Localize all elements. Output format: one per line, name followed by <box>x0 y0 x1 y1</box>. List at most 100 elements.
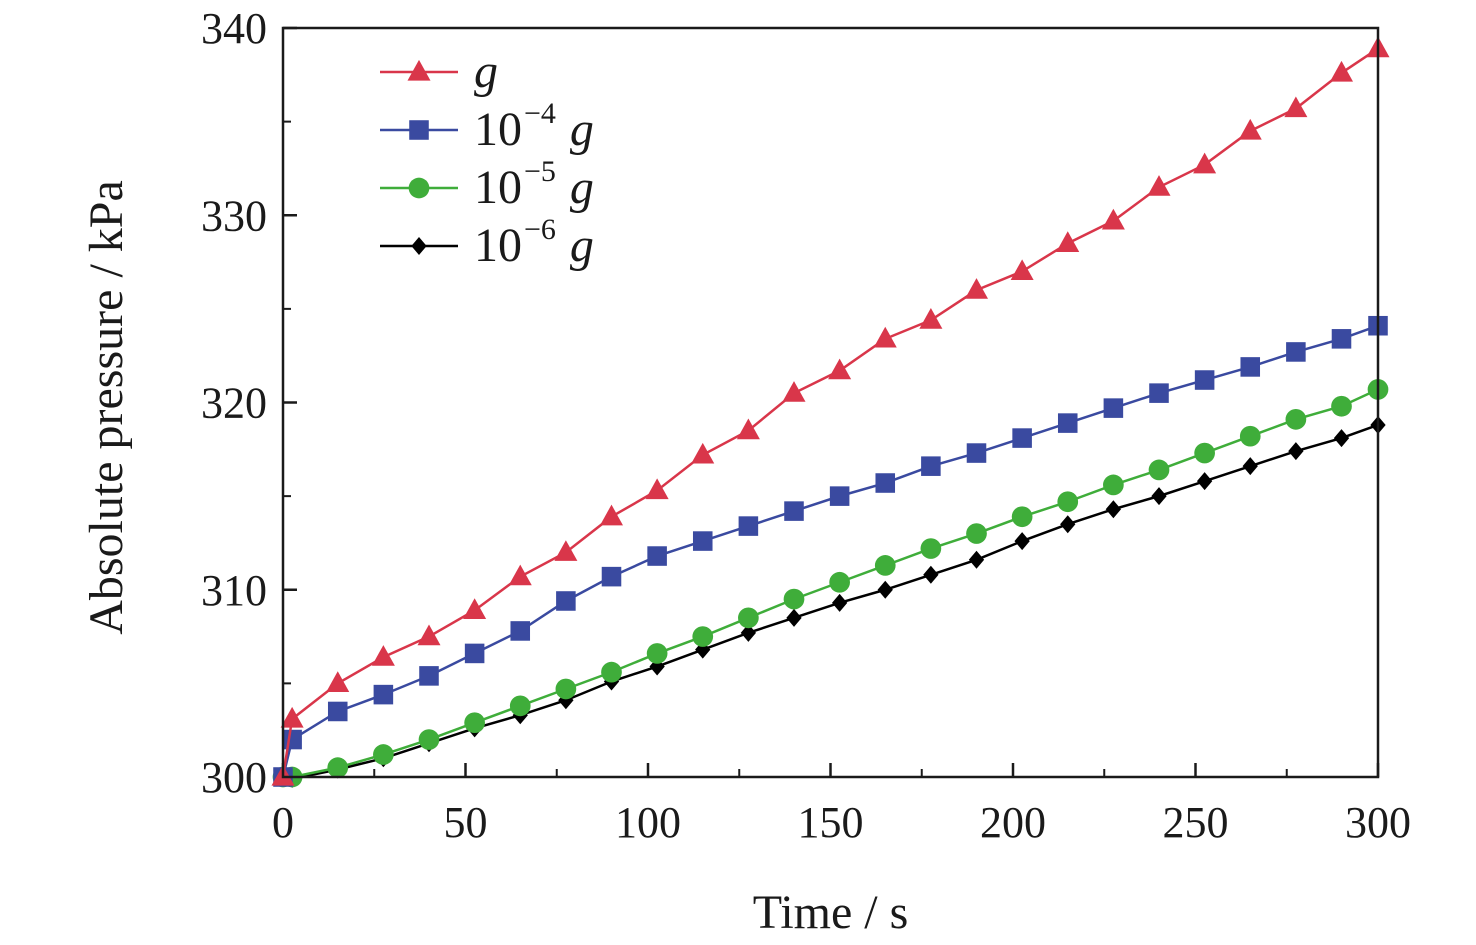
data-point <box>919 308 943 329</box>
data-point <box>509 695 531 717</box>
data-point <box>1238 118 1262 140</box>
data-point <box>327 757 349 778</box>
legend-base: 10 <box>474 161 522 214</box>
data-point <box>418 729 440 750</box>
data-point <box>326 671 350 692</box>
legend-marker <box>407 59 431 81</box>
data-point <box>1057 491 1079 513</box>
data-point <box>966 523 987 544</box>
data-point <box>646 643 668 664</box>
data-point <box>692 531 713 551</box>
data-point <box>873 326 897 348</box>
data-point <box>1331 329 1352 349</box>
data-point <box>828 358 852 380</box>
data-point <box>1194 442 1215 464</box>
x-tick-label: 300 <box>1345 798 1411 847</box>
data-point <box>282 729 302 750</box>
legend-exponent: −4 <box>524 97 556 130</box>
data-point <box>1194 370 1215 390</box>
legend-exponent: −5 <box>524 155 556 188</box>
y-tick-label: 330 <box>201 191 267 240</box>
data-point <box>464 643 485 664</box>
data-point <box>1196 472 1213 491</box>
data-point <box>554 540 578 561</box>
legend-g: g <box>570 103 594 156</box>
data-point <box>1011 506 1033 528</box>
series-square <box>273 315 1388 787</box>
data-point <box>1060 515 1076 534</box>
legend-base: 10 <box>474 103 522 156</box>
data-point <box>601 661 622 683</box>
x-tick-label: 150 <box>798 798 864 847</box>
data-point <box>1148 459 1170 481</box>
data-point <box>1057 413 1078 433</box>
x-tick-label: 50 <box>444 798 488 847</box>
data-point <box>1242 457 1258 476</box>
data-point <box>1286 342 1306 362</box>
legend-label: g <box>474 45 498 98</box>
y-tick-label: 320 <box>201 379 267 428</box>
legend-marker <box>411 237 427 255</box>
data-point <box>647 546 667 566</box>
data-point <box>1239 425 1261 447</box>
data-point <box>877 580 893 599</box>
series-diamond <box>275 415 1386 788</box>
series-line <box>281 324 1379 778</box>
data-point <box>1103 474 1124 496</box>
data-point <box>920 538 942 559</box>
legend-marker <box>408 177 430 199</box>
data-point <box>968 550 985 569</box>
data-point <box>645 478 669 500</box>
y-axis-title: Absolute pressure / kPa <box>80 180 133 635</box>
data-point <box>1285 409 1307 430</box>
minor-ticks <box>283 120 1288 777</box>
data-point <box>786 608 802 627</box>
legend-label: 10−4 g <box>474 97 594 156</box>
x-axis-title: Time / s <box>753 886 909 939</box>
data-point <box>1284 96 1308 118</box>
y-tick-label: 340 <box>201 4 267 53</box>
data-point <box>738 607 759 629</box>
data-point <box>829 571 850 593</box>
data-point <box>600 504 623 526</box>
data-point <box>1103 398 1124 418</box>
legend-item: 10−6 g <box>380 213 594 272</box>
data-point <box>829 486 850 506</box>
data-point <box>419 666 439 686</box>
data-point <box>556 591 576 611</box>
data-point <box>736 418 760 440</box>
data-point <box>1331 395 1352 417</box>
data-point <box>417 624 441 646</box>
legend-item: 10−5 g <box>380 155 594 214</box>
legend-base: 10 <box>474 219 522 272</box>
legend-item: g <box>380 45 498 98</box>
data-point <box>1149 383 1169 403</box>
data-point <box>463 598 487 619</box>
data-point <box>508 564 532 586</box>
data-point <box>1105 500 1122 519</box>
x-tick-label: 0 <box>272 798 294 847</box>
data-point <box>373 684 394 705</box>
data-point <box>327 701 348 722</box>
data-point <box>965 278 988 299</box>
legend-g: g <box>474 45 498 98</box>
data-point <box>782 381 806 402</box>
legend-g: g <box>570 161 594 214</box>
data-point <box>1101 208 1125 230</box>
data-point <box>1147 175 1171 196</box>
data-point <box>784 501 804 521</box>
data-point <box>280 706 304 728</box>
data-point <box>510 621 531 641</box>
data-point <box>692 626 714 647</box>
legend: g10−4 g10−5 g10−6 g <box>380 45 594 272</box>
data-point <box>875 473 896 493</box>
data-point <box>601 566 622 587</box>
data-point <box>1288 442 1304 461</box>
data-point <box>1330 60 1353 82</box>
data-point <box>1010 259 1034 281</box>
x-tick-label: 250 <box>1163 798 1229 847</box>
data-point <box>783 588 805 610</box>
data-point <box>1333 429 1350 448</box>
legend-label: 10−6 g <box>474 213 594 272</box>
